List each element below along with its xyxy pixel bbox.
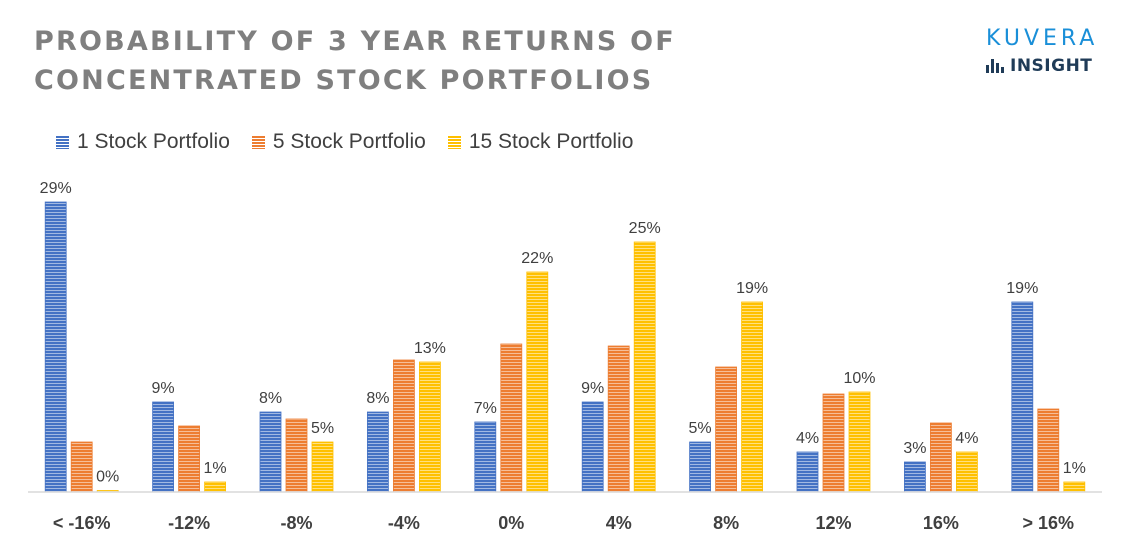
bar-chart-icon [986, 59, 1004, 73]
data-label-s1-9: 19% [1006, 280, 1038, 297]
data-label-s1-4: 7% [474, 400, 497, 417]
bars-layer [44, 201, 1086, 493]
legend-label-2: 5 Stock Portfolio [272, 130, 426, 153]
data-label-s3-3: 13% [414, 340, 446, 357]
x-tick-label-5: 4% [606, 513, 632, 533]
logo-sub-label: INSIGHT [1010, 56, 1093, 76]
data-label-s1-5: 9% [581, 380, 604, 397]
x-tick-label-9: > 16% [1023, 513, 1075, 533]
bar-s1-9 [1011, 301, 1034, 493]
labels-layer: 29% 0% 9% 1% 8% 5% 8% 13% 7% 22% 9% 25% 5% 19% 4% 10% 3%… [40, 180, 1086, 486]
data-label-s3-7: 10% [843, 370, 875, 387]
x-tick-label-8: 16% [923, 513, 959, 533]
bar-s1-1 [152, 401, 175, 493]
bar-s3-1 [204, 481, 227, 493]
bar-s2-0 [70, 441, 93, 493]
bar-s3-3 [418, 361, 441, 493]
bar-s3-8 [956, 451, 978, 493]
bar-s1-7 [796, 451, 819, 493]
bar-s1-5 [581, 401, 604, 493]
data-label-s3-8: 4% [955, 430, 978, 447]
bar-s2-9 [1037, 408, 1060, 493]
legend-label-1: 1 Stock Portfolio [77, 130, 230, 153]
logo-brand: KUVERA [986, 26, 1099, 51]
data-label-s3-6: 19% [736, 280, 768, 297]
bar-s2-5 [607, 345, 630, 493]
data-label-s3-1: 1% [204, 460, 227, 477]
bar-s1-4 [474, 421, 497, 493]
x-tick-label-4: 0% [498, 513, 524, 533]
bar-s1-2 [259, 411, 282, 493]
data-label-s3-5: 25% [629, 220, 661, 237]
legend-swatch-2 [251, 135, 265, 149]
kuvera-insight-logo: KUVERA INSIGHT [986, 26, 1116, 76]
legend-swatch-1 [56, 135, 69, 149]
bar-s3-9 [1063, 481, 1086, 493]
legend-item-2: 5 Stock Portfolio [251, 130, 426, 154]
logo-sub: INSIGHT [986, 56, 1116, 76]
bar-s2-1 [178, 425, 201, 493]
x-tick-label-2: -8% [280, 513, 312, 533]
data-label-s1-1: 9% [152, 380, 175, 397]
bar-s3-4 [526, 271, 549, 493]
bar-s1-8 [904, 461, 926, 493]
data-label-s3-4: 22% [521, 250, 553, 267]
bar-s2-8 [930, 422, 952, 493]
x-tick-label-6: 8% [713, 513, 739, 533]
data-label-s1-8: 3% [903, 440, 926, 457]
bar-s1-6 [689, 441, 711, 493]
bar-s2-3 [392, 359, 415, 493]
x-tick-label-0: < -16% [53, 513, 111, 533]
bar-s2-7 [822, 393, 845, 493]
data-label-s3-2: 5% [311, 420, 334, 437]
legend-label-3: 15 Stock Portfolio [468, 130, 634, 153]
bar-s2-6 [715, 366, 737, 493]
chart-legend: 1 Stock Portfolio 5 Stock Portfolio 15 S… [56, 130, 633, 154]
bar-s1-3 [366, 411, 389, 493]
bar-s2-2 [285, 418, 308, 493]
data-label-s3-9: 1% [1063, 460, 1086, 477]
bar-s1-0 [44, 201, 67, 493]
data-label-s1-6: 5% [689, 420, 712, 437]
x-tick-label-1: -12% [168, 513, 210, 533]
data-label-s1-7: 4% [796, 430, 819, 447]
x-tick-label-3: -4% [388, 513, 420, 533]
bar-s3-6 [741, 301, 763, 493]
bar-s3-7 [848, 391, 871, 493]
legend-item-1: 1 Stock Portfolio [56, 130, 230, 154]
data-label-s1-0: 29% [40, 180, 72, 197]
bar-s3-5 [633, 241, 656, 493]
x-tick-label-7: 12% [815, 513, 851, 533]
data-label-s1-3: 8% [366, 390, 389, 407]
data-label-s1-2: 8% [259, 390, 282, 407]
bar-s2-4 [500, 343, 523, 493]
data-label-s3-0: 0% [96, 469, 119, 486]
ticks-layer: < -16% -12% -8% -4% 0% 4% 8% 12% 16% > 16% [53, 513, 1074, 533]
legend-item-3: 15 Stock Portfolio [447, 130, 634, 154]
bar-s3-2 [311, 441, 334, 493]
chart-title: PROBABILITY OF 3 YEAR RETURNS OF CONCENT… [34, 26, 676, 96]
legend-swatch-3 [447, 135, 461, 149]
